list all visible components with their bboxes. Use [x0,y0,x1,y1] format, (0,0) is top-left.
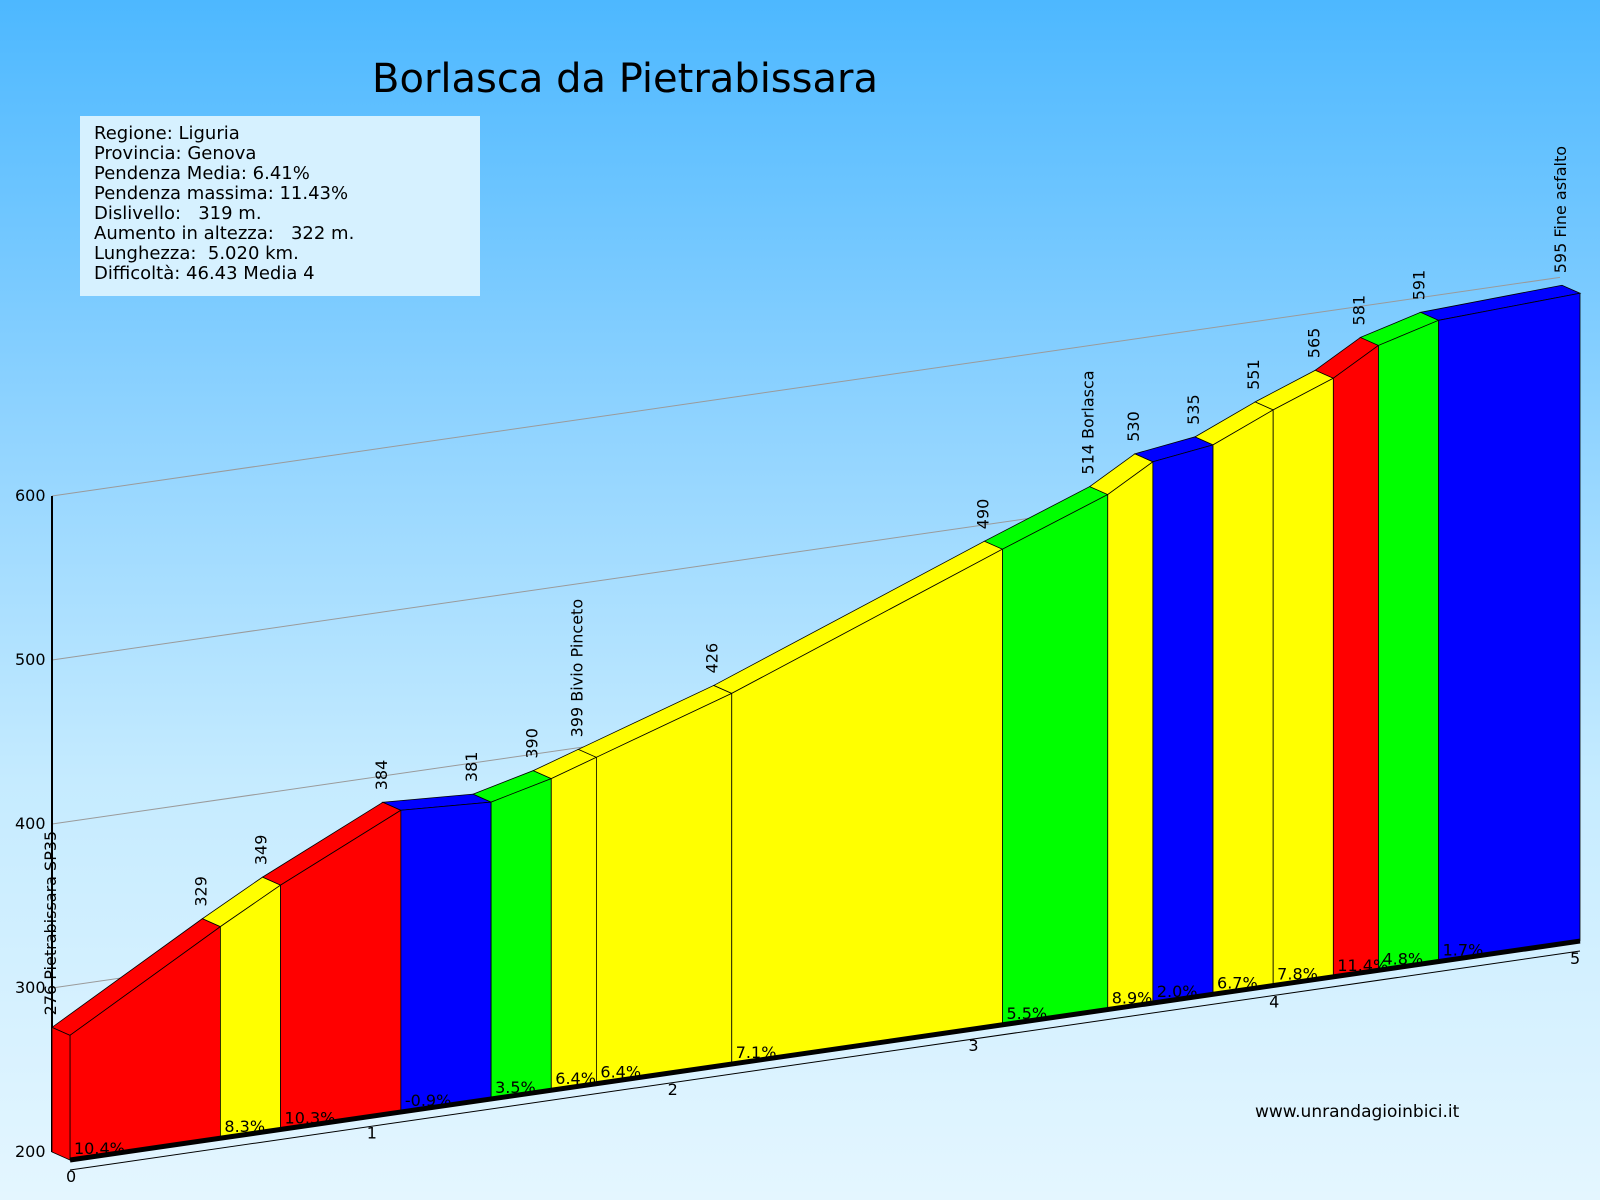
info-line: Lunghezza: 5.020 km. [94,243,299,264]
segment-face [731,548,1003,1065]
elevation-label: 591 [1410,270,1429,301]
elevation-label: 514 Borlasca [1079,370,1098,474]
segment-face [1152,444,1214,1004]
segment-face [550,756,597,1091]
y-tick-label: 500 [15,650,46,669]
segment-face [1332,344,1379,978]
slope-label: 1.7% [1443,941,1484,960]
slope-label: 10.4% [74,1139,125,1158]
info-line: Aumento in altezza: 322 m. [94,223,355,244]
x-tick-label: 2 [668,1080,678,1099]
slope-label: 7.8% [1277,965,1318,984]
segment-side [51,1026,71,1161]
slope-label: 8.3% [224,1117,265,1136]
elevation-label: 349 [252,835,271,866]
profile-segments [51,284,1582,1161]
y-tick-label: 400 [15,814,46,833]
elevation-label: 490 [973,499,992,530]
y-tick-label: 600 [15,486,46,505]
elevation-label: 399 Bivio Pinceto [567,599,586,737]
elevation-label: 276 Pietrabissara SP35 [41,831,60,1016]
info-line: Regione: Liguria [94,123,240,144]
segment-face [1378,319,1440,971]
slope-label: 6.4% [555,1069,596,1088]
website-link[interactable]: www.unrandagioinbici.it [1255,1102,1460,1122]
segment-face [490,778,552,1100]
baseline-line [69,938,1581,1163]
info-box: Regione: Liguria Provincia: Genova Pende… [80,116,480,296]
info-line: Dislivello: 319 m. [94,203,262,224]
x-axis-baseline [69,938,1581,1171]
segment-face [219,884,281,1139]
slope-label: 10.3% [285,1108,336,1127]
slope-labels: 10.4% 8.3% 10.3% -0.9% 3.5% 6.4% 6.4% 7.1% 5.5% 8… [74,941,1483,1158]
segment-face [1212,409,1274,995]
x-tick-label: 3 [968,1036,978,1055]
elevation-label: 595 Fine asfalto [1551,146,1570,273]
slope-label: 6.4% [600,1063,641,1082]
segment-face [1272,377,1334,987]
elevation-label: 426 [703,643,722,674]
segment-face [1438,292,1581,963]
slope-label: 7.1% [736,1043,777,1062]
segment-face [595,692,733,1085]
x-tick-label: 0 [66,1167,76,1186]
elevation-label: 581 [1349,295,1368,326]
info-line: Difficoltà: 46.43 Media 4 [94,263,315,284]
info-line: Provincia: Genova [94,143,257,164]
elevation-label: 551 [1244,359,1263,390]
grid-line [51,276,1561,497]
elevation-label: 384 [372,760,391,791]
elevation-label: 565 [1304,328,1323,359]
x-tick-label: 4 [1269,993,1279,1012]
elevation-label: 329 [191,876,210,907]
elevation-label: 535 [1184,394,1203,425]
baseline-underline [69,950,1581,1171]
chart-title: Borlasca da Pietrabissara [372,56,878,102]
slope-label: 8.9% [1112,989,1153,1008]
slope-label: 5.5% [1006,1004,1047,1023]
x-tick-label: 1 [367,1123,377,1142]
y-axis: 200 300 400 500 600 [15,486,53,1161]
y-tick-label: 200 [15,1142,46,1161]
slope-label: 11.4% [1337,956,1388,975]
slope-label: -0.9% [405,1091,451,1110]
slope-label: 2.0% [1157,982,1198,1001]
slope-label: 3.5% [495,1078,536,1097]
elevation-label: 530 [1124,411,1143,442]
info-line: Pendenza massima: 11.43% [94,183,349,204]
slope-label: 6.7% [1217,973,1258,992]
elevation-labels: 276 Pietrabissara SP35 329 349 384 381 390 399… [41,146,1570,1015]
y-tick-label: 300 [15,978,46,997]
segment-face [400,801,492,1113]
elevation-label: 381 [462,752,481,783]
x-tick-label: 5 [1570,949,1580,968]
x-axis-ticks: 0 1 2 3 4 5 [66,949,1580,1186]
slope-label: 4.8% [1382,949,1423,968]
elevation-label: 390 [522,728,541,759]
info-line: Pendenza Media: 6.41% [94,163,310,184]
segment-face [1002,493,1109,1026]
segment-face [1107,460,1154,1010]
